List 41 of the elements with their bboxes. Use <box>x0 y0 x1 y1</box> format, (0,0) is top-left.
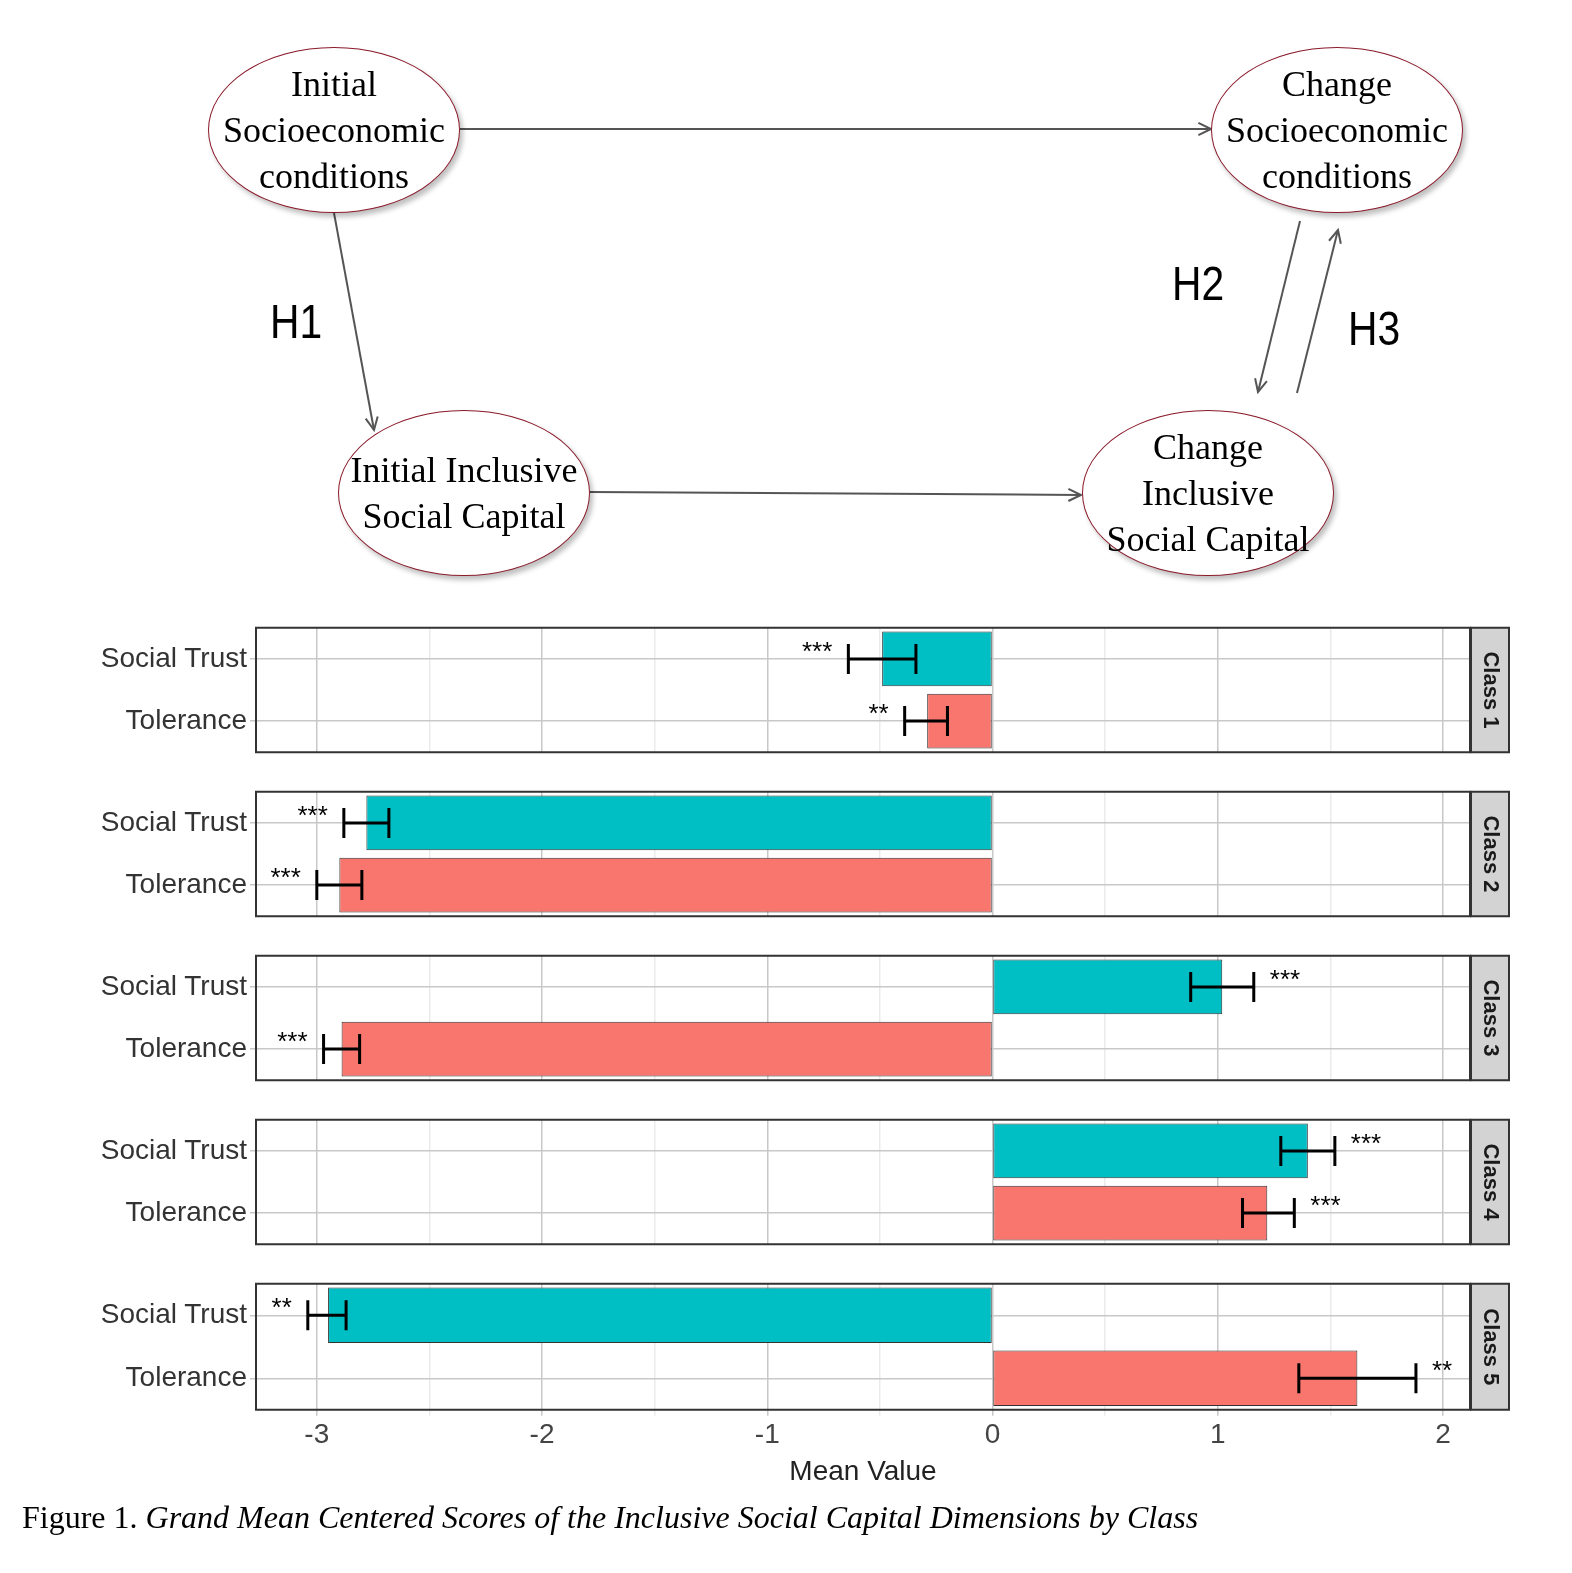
y-tick-label: Social Trust <box>100 1298 248 1330</box>
x-tick-label: 2 <box>1435 1418 1451 1450</box>
x-tick-label: -3 <box>304 1418 330 1450</box>
x-axis-title: Mean Value <box>789 1454 937 1486</box>
text: Class 4 <box>1478 1143 1504 1222</box>
x-tick-label: -2 <box>529 1418 555 1450</box>
text: Class 5 <box>1478 1308 1504 1386</box>
text: Grand Mean Centered Scores of the Inclusive Social Capital Dimensions by Class <box>145 1499 1199 1535</box>
y-tick-label: Tolerance <box>125 1031 247 1063</box>
data-label: ** <box>1431 1355 1453 1386</box>
y-tick-label: Social Trust <box>100 1133 248 1165</box>
text: Class 2 <box>1478 815 1504 893</box>
ellipse: Initial Socioeconomic conditions <box>208 47 460 213</box>
ellipse: Change Inclusive Social Capital <box>1082 410 1334 576</box>
data-label: *** <box>802 636 833 667</box>
x-tick-label: 0 <box>984 1418 1001 1450</box>
data-label: *** <box>1310 1190 1341 1221</box>
y-tick-label: Tolerance <box>125 703 247 735</box>
text: *** <box>297 800 328 831</box>
text: H2 <box>1170 256 1226 311</box>
y-tick-label: Tolerance <box>125 1361 247 1393</box>
x-tick-label: 1 <box>1209 1418 1226 1450</box>
text: Class 3 <box>1478 979 1504 1057</box>
data-label: *** <box>1269 964 1301 995</box>
x-tick-label: -1 <box>754 1418 780 1450</box>
y-tick-label: Tolerance <box>125 1195 247 1227</box>
ellipse: Initial Inclusive Social Capital <box>338 410 590 576</box>
text: H3 <box>1346 301 1402 356</box>
caption: Figure 1. <box>22 1499 139 1535</box>
data-label: *** <box>270 862 301 893</box>
text: *** <box>1350 1128 1382 1159</box>
y-tick-label: Tolerance <box>125 867 247 899</box>
data-label: ** <box>271 1292 292 1323</box>
y-tick-label: Social Trust <box>100 805 248 837</box>
y-tick-label: Social Trust <box>100 969 248 1001</box>
text: Class 1 <box>1478 651 1504 729</box>
ellipse: Change Socioeconomic conditions <box>1211 47 1463 213</box>
data-label: ** <box>868 698 889 729</box>
text: H1 <box>268 294 324 349</box>
data-label: *** <box>277 1026 308 1057</box>
y-tick-label: Social Trust <box>100 641 248 673</box>
